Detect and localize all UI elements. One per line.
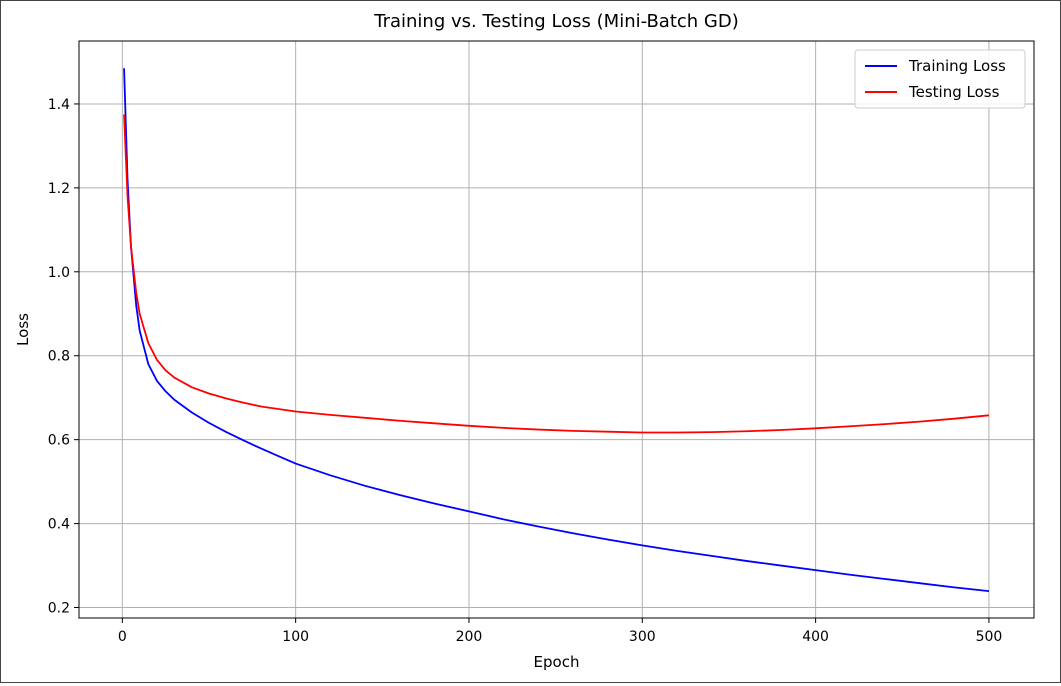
legend-label: Testing Loss — [908, 83, 1000, 101]
x-tick-label: 200 — [456, 629, 483, 645]
ticks-layer: 0 100 200 300 400 500 0.2 0.4 0.6 0.8 1.0 1.2 1.4 — [48, 97, 1003, 645]
y-tick-label: 0.6 — [48, 433, 70, 449]
x-tick-label: 400 — [802, 629, 829, 645]
grid-layer — [79, 41, 1034, 618]
x-axis-label: Epoch — [534, 653, 580, 671]
y-tick-label: 0.2 — [48, 601, 70, 617]
y-tick-label: 1.0 — [48, 265, 70, 281]
legend: Training Loss Testing Loss — [854, 49, 1026, 109]
legend-label: Training Loss — [908, 57, 1006, 75]
x-tick-label: 500 — [976, 629, 1003, 645]
chart-title: Training vs. Testing Loss (Mini-Batch GD… — [373, 11, 739, 32]
y-tick-label: 0.4 — [48, 517, 70, 533]
x-tick-label: 300 — [629, 629, 656, 645]
y-tick-label: 1.2 — [48, 181, 70, 197]
x-tick-label: 0 — [118, 629, 127, 645]
series-line-testing-loss — [123, 114, 990, 434]
series-line-training-loss — [123, 68, 990, 593]
plot-frame — [78, 40, 1035, 619]
y-tick-label: 0.8 — [48, 349, 70, 365]
x-tick-label: 100 — [282, 629, 309, 645]
y-axis-label: Loss — [14, 313, 32, 346]
legend-box — [854, 49, 1026, 109]
y-tick-label: 1.4 — [48, 97, 70, 113]
series-layer — [123, 68, 990, 593]
